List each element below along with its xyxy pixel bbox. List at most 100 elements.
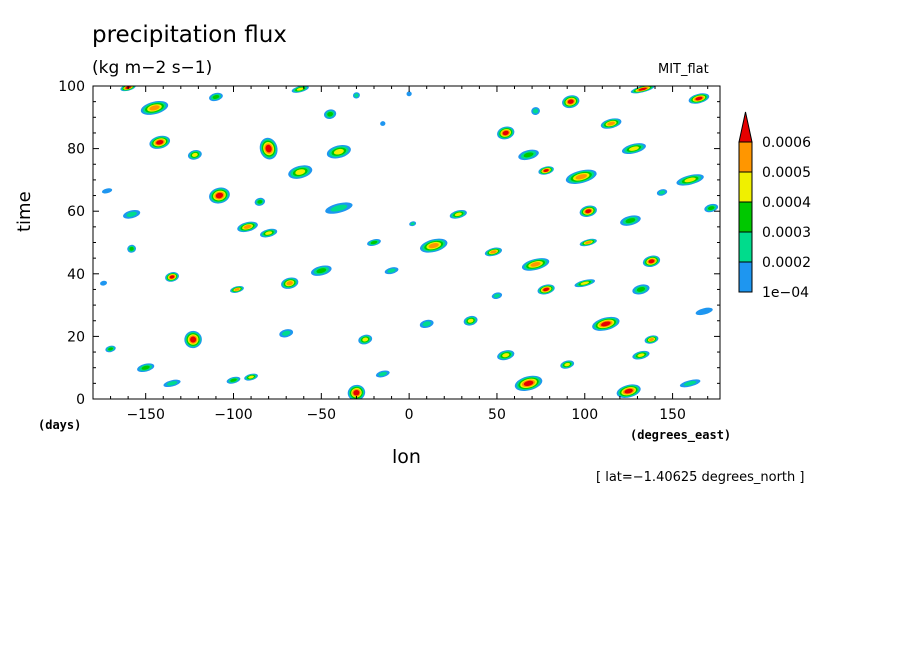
precip-feature: [311, 265, 332, 276]
contour-band: [212, 94, 220, 99]
time-unit-label: (days): [38, 418, 82, 432]
precip-feature: [656, 189, 668, 196]
contour-band: [628, 146, 639, 151]
contour-band: [296, 87, 304, 91]
colorbar-band: [738, 261, 753, 293]
precip-feature: [518, 149, 539, 161]
y-tick-label: 20: [67, 329, 85, 345]
precip-feature: [244, 373, 258, 381]
contour-band: [370, 240, 378, 245]
chart-title: precipitation flux: [92, 22, 287, 48]
colorbar-label: 0.0004: [762, 195, 811, 211]
contour-band: [683, 380, 697, 386]
precip-feature: [254, 197, 266, 206]
precip-feature: [324, 109, 337, 119]
contour-band: [378, 371, 387, 377]
contour-band: [234, 288, 240, 291]
precip-feature: [630, 86, 655, 94]
precip-feature: [384, 267, 399, 275]
contour-band: [333, 148, 344, 155]
precip-feature: [449, 209, 467, 219]
precip-feature: [149, 135, 171, 149]
precip-feature: [367, 239, 381, 246]
contour-band: [149, 105, 160, 111]
y-tick-label: 80: [67, 142, 85, 158]
contour-band: [684, 177, 696, 183]
colorbar-band: [738, 201, 753, 233]
contour-band: [286, 281, 293, 286]
y-tick-label: 0: [76, 392, 85, 408]
precip-feature: [676, 174, 704, 186]
precip-feature: [325, 202, 353, 214]
contour-band: [502, 130, 509, 136]
precip-feature: [420, 238, 448, 253]
x-tick-label: −50: [307, 407, 337, 423]
contour-band: [543, 169, 549, 172]
precip-feature: [101, 188, 113, 194]
x-tick-label: −100: [214, 407, 252, 423]
contour-band: [295, 169, 306, 175]
precip-feature: [704, 203, 719, 213]
colorbar-label: 1e−04: [762, 285, 809, 301]
colorbar-band: [738, 231, 753, 263]
contour-band: [543, 287, 550, 292]
contour-band: [530, 262, 541, 267]
contour-band: [215, 192, 224, 199]
x-tick-label: 100: [571, 407, 598, 423]
precip-feature: [537, 284, 555, 295]
precip-feature: [521, 258, 550, 271]
precip-feature: [574, 279, 596, 288]
contour-band: [169, 275, 175, 279]
contour-band: [532, 108, 539, 114]
contour-band: [353, 389, 360, 396]
precip-feature: [288, 165, 313, 179]
contour-band: [585, 241, 592, 244]
precip-feature: [514, 375, 543, 391]
contour-band: [601, 321, 611, 327]
contour-band: [648, 259, 655, 264]
precip-feature: [560, 360, 575, 369]
x-unit-label: (degrees_east): [630, 428, 732, 442]
contour-band: [422, 321, 431, 327]
contour-band: [695, 307, 713, 316]
precip-feature: [562, 95, 580, 109]
precip-feature: [565, 169, 597, 184]
contour-band: [354, 93, 359, 98]
contour-band: [141, 365, 150, 370]
contour-band: [129, 246, 134, 251]
precip-feature: [352, 92, 360, 99]
colorbar-extend-triangle: [738, 111, 753, 143]
precip-feature: [279, 329, 294, 338]
contour-band: [257, 199, 263, 204]
latitude-caption: [ lat=−1.40625 degrees_north ]: [596, 470, 805, 485]
precip-feature: [497, 350, 515, 361]
precip-feature: [531, 107, 540, 115]
contour-band: [624, 388, 633, 394]
precip-feature: [137, 363, 155, 373]
precip-feature: [165, 272, 179, 282]
contour-band: [248, 375, 254, 379]
precip-feature: [105, 345, 116, 353]
contour-band: [156, 140, 164, 145]
contour-band: [502, 353, 510, 358]
precip-feature: [632, 284, 650, 295]
x-tick-label: 150: [659, 407, 686, 423]
contour-band: [625, 218, 636, 224]
precip-feature: [632, 350, 650, 360]
contour-band: [523, 152, 534, 158]
contour-band: [490, 250, 497, 254]
precip-feature: [123, 209, 141, 219]
precip-feature: [237, 221, 258, 233]
contour-band: [281, 330, 291, 336]
colorbar-label: 0.0002: [762, 255, 811, 271]
precip-feature: [592, 316, 620, 331]
contour-band: [493, 293, 501, 298]
x-tick-label: −150: [126, 407, 164, 423]
colorbar-label: 0.0006: [762, 135, 811, 151]
contour-band: [580, 281, 590, 285]
contour-band: [166, 381, 178, 386]
precip-feature: [291, 86, 309, 93]
contour-band: [387, 268, 396, 273]
precip-feature: [187, 150, 202, 160]
y-tick-label: 60: [67, 204, 85, 220]
